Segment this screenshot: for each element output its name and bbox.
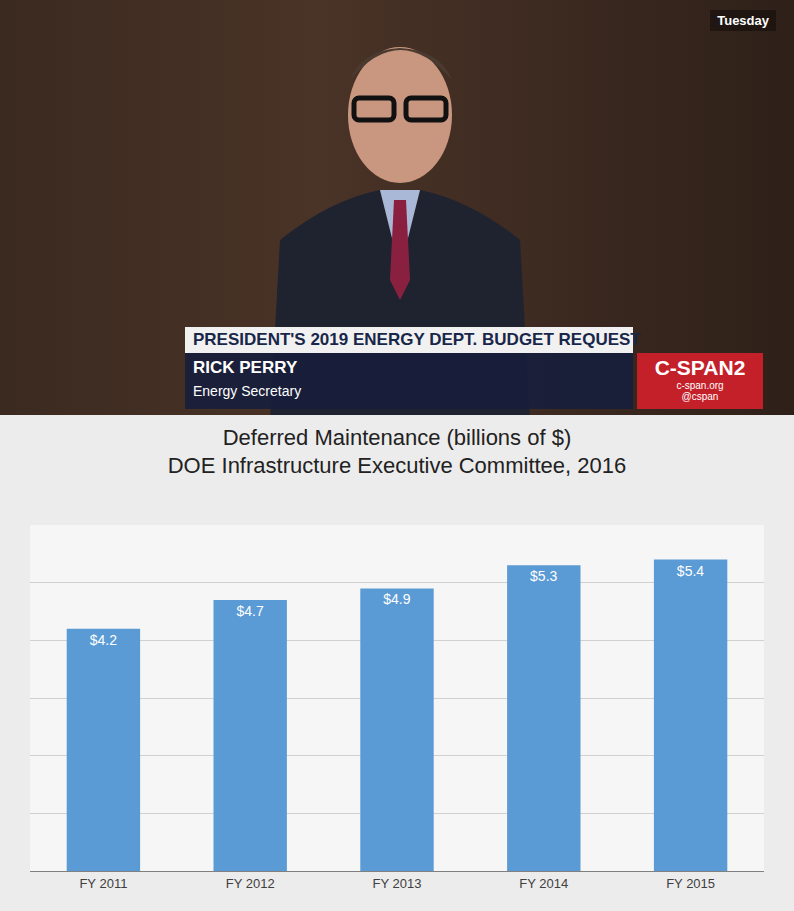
svg-text:FY 2011: FY 2011: [79, 876, 127, 891]
html-text:RICK PERRY: RICK PERRY: [193, 358, 298, 377]
svg-text:$4.2: $4.2: [90, 632, 117, 648]
svg-text:FY 2014: FY 2014: [519, 876, 568, 891]
svg-text:$4.7: $4.7: [236, 603, 263, 619]
html-text:c-span.org: c-span.org: [676, 380, 724, 391]
svg-text:$4.9: $4.9: [383, 591, 410, 607]
svg-text:$5.4: $5.4: [677, 563, 704, 579]
svg-text:FY 2015: FY 2015: [666, 876, 715, 891]
html-text:@cspan: @cspan: [681, 391, 719, 402]
svg-text:Deferred Maintenance (billions: Deferred Maintenance (billions of $)DOE …: [168, 425, 627, 479]
svg-text:FY 2013: FY 2013: [373, 876, 422, 891]
html-text:Energy Secretary: Energy Secretary: [193, 383, 302, 399]
html-text:C-SPAN2: C-SPAN2: [654, 356, 746, 379]
svg-text:$5.3: $5.3: [530, 568, 557, 584]
html-text:PRESIDENT'S 2019 ENERGY DEPT.: PRESIDENT'S 2019 ENERGY DEPT. BUDGET REQ…: [193, 330, 641, 349]
html-text:Tuesday: Tuesday: [717, 13, 769, 28]
svg-text:FY 2012: FY 2012: [226, 876, 275, 891]
